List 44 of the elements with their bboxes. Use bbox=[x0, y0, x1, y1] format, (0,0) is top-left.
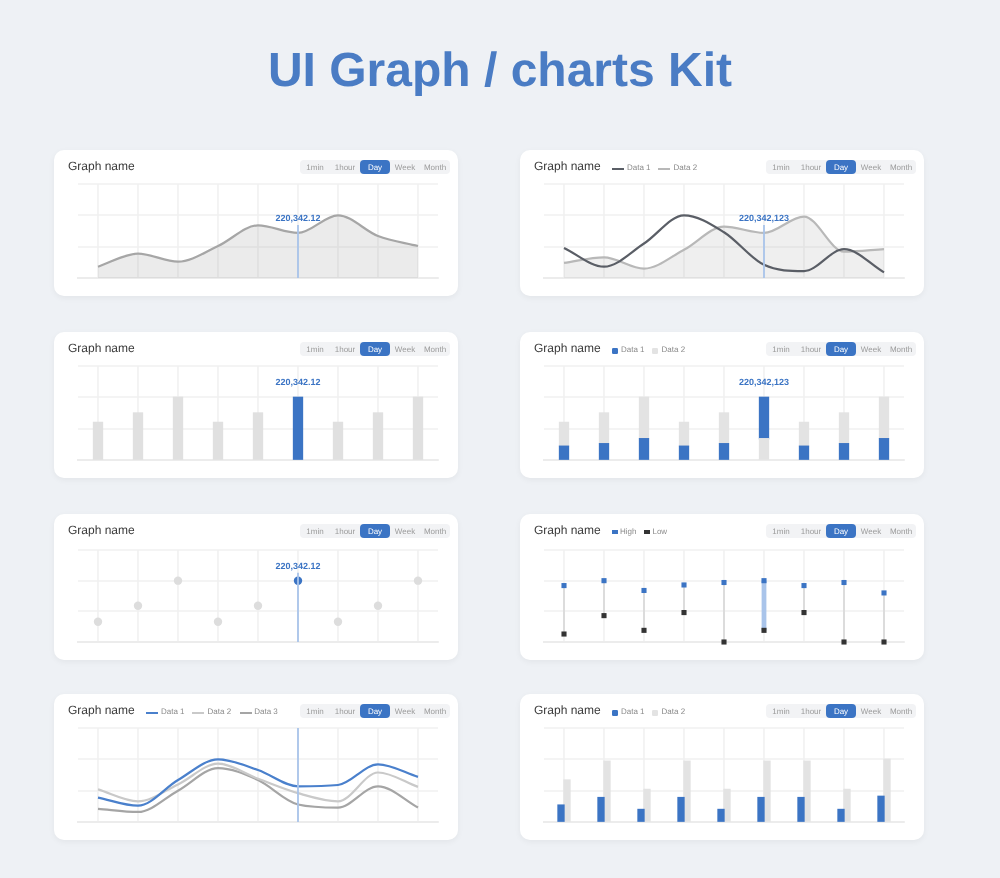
point bbox=[641, 587, 647, 594]
point bbox=[721, 579, 727, 586]
point bbox=[761, 578, 767, 584]
point bbox=[641, 627, 647, 633]
bar bbox=[637, 808, 645, 822]
point bbox=[601, 613, 607, 619]
point bbox=[761, 627, 767, 633]
point bbox=[681, 610, 687, 616]
point bbox=[721, 639, 727, 645]
bar bbox=[877, 795, 885, 822]
point bbox=[841, 579, 847, 586]
bar bbox=[558, 445, 570, 460]
bar bbox=[677, 796, 685, 822]
bar bbox=[638, 396, 650, 440]
text: UI Graph / charts Kit bbox=[265, 44, 735, 100]
bar bbox=[717, 808, 725, 822]
bar bbox=[797, 796, 805, 822]
bar bbox=[757, 796, 765, 822]
bar bbox=[798, 421, 810, 447]
point bbox=[681, 582, 687, 588]
bar bbox=[798, 445, 810, 460]
bar bbox=[878, 438, 890, 460]
bar bbox=[557, 804, 565, 822]
bar bbox=[597, 796, 605, 822]
point bbox=[561, 583, 567, 589]
bar bbox=[598, 443, 610, 460]
bar bbox=[837, 808, 845, 822]
bar bbox=[638, 438, 650, 460]
bar bbox=[718, 443, 730, 460]
point bbox=[561, 631, 567, 637]
point bbox=[601, 578, 607, 584]
bar bbox=[598, 412, 610, 445]
bar bbox=[878, 396, 890, 440]
bar bbox=[718, 412, 730, 445]
point bbox=[801, 583, 807, 589]
bar bbox=[558, 421, 570, 447]
point bbox=[881, 639, 887, 645]
bar bbox=[678, 445, 690, 460]
bar bbox=[838, 443, 850, 460]
point bbox=[881, 590, 887, 596]
bar bbox=[678, 421, 690, 447]
point bbox=[841, 639, 847, 645]
bar bbox=[838, 412, 850, 445]
point bbox=[801, 610, 807, 616]
